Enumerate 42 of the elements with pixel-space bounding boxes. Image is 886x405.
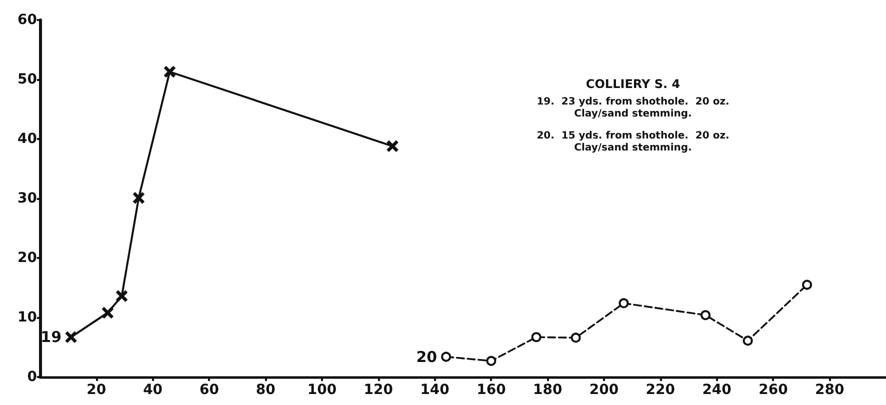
point bbox=[133, 192, 144, 204]
y-tick-label: 40 bbox=[18, 131, 38, 147]
series-label: 20 bbox=[416, 348, 438, 366]
x-tick-label: 280 bbox=[814, 382, 844, 398]
x-tick-label: 40 bbox=[143, 382, 163, 398]
y-tick-label: 60 bbox=[18, 12, 38, 28]
y-tick-label: 10 bbox=[18, 310, 38, 326]
x-tick-label: 20 bbox=[86, 382, 106, 398]
point bbox=[387, 140, 398, 152]
point bbox=[66, 332, 77, 343]
annotation: Clay/sand stemming. bbox=[574, 108, 692, 120]
x-tick-label: 200 bbox=[589, 382, 619, 398]
annotation: 19. 23 yds. from shothole. 20 oz. bbox=[536, 96, 730, 108]
y-tick-label: 0 bbox=[27, 369, 38, 385]
x-tick-label: 260 bbox=[758, 382, 788, 398]
annotation: 20. 15 yds. from shothole. 20 oz. bbox=[536, 130, 730, 142]
x-tick-label: 60 bbox=[199, 382, 220, 398]
x-tick-label: 160 bbox=[476, 382, 506, 398]
point bbox=[570, 332, 581, 343]
y-tick-label: 30 bbox=[18, 190, 38, 206]
x-tick-label: 220 bbox=[646, 382, 676, 398]
x-tick-label: 100 bbox=[307, 382, 337, 398]
point bbox=[116, 290, 128, 302]
x-tick-label: 240 bbox=[702, 382, 732, 398]
x-tick-label: 80 bbox=[256, 382, 276, 398]
point bbox=[531, 332, 542, 342]
point bbox=[618, 298, 629, 308]
annotation: Clay/sand stemming. bbox=[574, 142, 692, 154]
point bbox=[700, 310, 711, 320]
point bbox=[102, 307, 114, 318]
point bbox=[441, 352, 452, 362]
y-tick-label: 50 bbox=[18, 72, 38, 88]
series-label: 19 bbox=[40, 328, 62, 346]
x-tick-label: 140 bbox=[420, 382, 450, 398]
x-tick-label: 120 bbox=[364, 382, 394, 398]
point bbox=[802, 280, 812, 290]
x-tick-label: 180 bbox=[532, 382, 562, 398]
point bbox=[742, 336, 753, 346]
point bbox=[486, 356, 496, 366]
text: COLLIERY S. 4 bbox=[586, 77, 680, 91]
y-tick-label: 20 bbox=[18, 250, 38, 266]
point bbox=[164, 66, 176, 78]
